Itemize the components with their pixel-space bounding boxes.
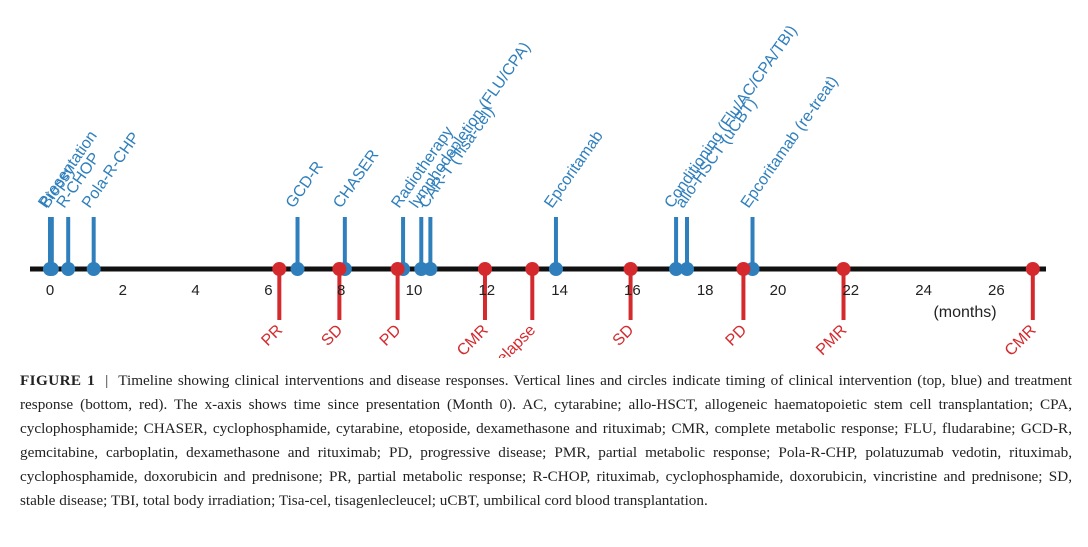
tick-label-4: 4 bbox=[191, 282, 199, 299]
tick-label-6: 6 bbox=[264, 282, 272, 299]
response-label-pd-2: PD bbox=[377, 322, 405, 350]
response-lines bbox=[277, 269, 1035, 320]
tick-label-14: 14 bbox=[551, 282, 568, 299]
tick-label-26: 26 bbox=[988, 282, 1005, 299]
response-label-sd-5: SD bbox=[610, 322, 638, 350]
response-dot-relapse-4 bbox=[525, 262, 540, 276]
tick-label-12: 12 bbox=[478, 282, 495, 299]
tick-label-8: 8 bbox=[337, 282, 345, 299]
tick-labels: 0 2 4 6 8 10 12 14 16 18 20 22 24 26 bbox=[46, 282, 1005, 299]
tick-label-16: 16 bbox=[624, 282, 641, 299]
caption-text: Timeline showing clinical interventions … bbox=[20, 372, 1072, 509]
intervention-dot-biopsy bbox=[44, 262, 59, 276]
response-label-pd-6: PD bbox=[723, 322, 751, 350]
response-label-relapse-4: Relapse bbox=[486, 322, 540, 358]
tick-label-10: 10 bbox=[406, 282, 423, 299]
response-dot-sd-1 bbox=[332, 262, 347, 276]
response-dot-pd-6 bbox=[736, 262, 751, 276]
intervention-dot-conditioning-flu-ac-cpa-tbi bbox=[669, 262, 684, 276]
response-label-sd-1: SD bbox=[318, 322, 346, 350]
tick-label-20: 20 bbox=[770, 282, 787, 299]
response-label-cmr-8: CMR bbox=[1002, 322, 1040, 358]
response-dot-pd-2 bbox=[390, 262, 405, 276]
response-dot-pr-0 bbox=[272, 262, 287, 276]
intervention-dot-r-chop bbox=[61, 262, 76, 276]
figure-caption: FIGURE 1 | Timeline showing clinical inter… bbox=[20, 369, 1072, 513]
figure-separator: | bbox=[105, 372, 109, 389]
response-dot-sd-5 bbox=[623, 262, 638, 276]
intervention-dot-allo-hsct-ucbt bbox=[680, 262, 694, 276]
intervention-lines bbox=[48, 217, 755, 269]
x-axis-label: (months) bbox=[933, 304, 996, 321]
intervention-dot-car-t-tisa-cel bbox=[423, 262, 438, 276]
intervention-label-epcoritamab: Epcoritamab bbox=[541, 128, 607, 211]
tick-label-0: 0 bbox=[46, 282, 54, 299]
response-label-cmr-3: CMR bbox=[454, 322, 492, 358]
intervention-label-gcd-r: GCD-R bbox=[283, 159, 327, 212]
tick-label-18: 18 bbox=[697, 282, 714, 299]
response-label-pmr-7: PMR bbox=[813, 322, 850, 358]
figure-label: FIGURE 1 bbox=[20, 372, 96, 389]
intervention-label-chaser: CHASER bbox=[330, 147, 382, 211]
response-dot-pmr-7 bbox=[836, 262, 851, 276]
response-label-pr-0: PR bbox=[258, 322, 286, 350]
intervention-dot-pola-r-chp bbox=[86, 262, 101, 276]
response-dot-cmr-8 bbox=[1025, 262, 1040, 276]
response-markers bbox=[272, 262, 1040, 276]
response-dot-cmr-3 bbox=[477, 262, 492, 276]
timeline-chart: 0 2 4 6 8 10 12 14 16 18 20 22 24 26 PresentationBiop… bbox=[30, 23, 1046, 358]
tick-label-22: 22 bbox=[842, 282, 859, 299]
tick-label-24: 24 bbox=[915, 282, 932, 299]
tick-label-2: 2 bbox=[119, 282, 127, 299]
intervention-dot-epcoritamab bbox=[548, 262, 563, 276]
intervention-dot-gcd-r bbox=[290, 262, 305, 276]
